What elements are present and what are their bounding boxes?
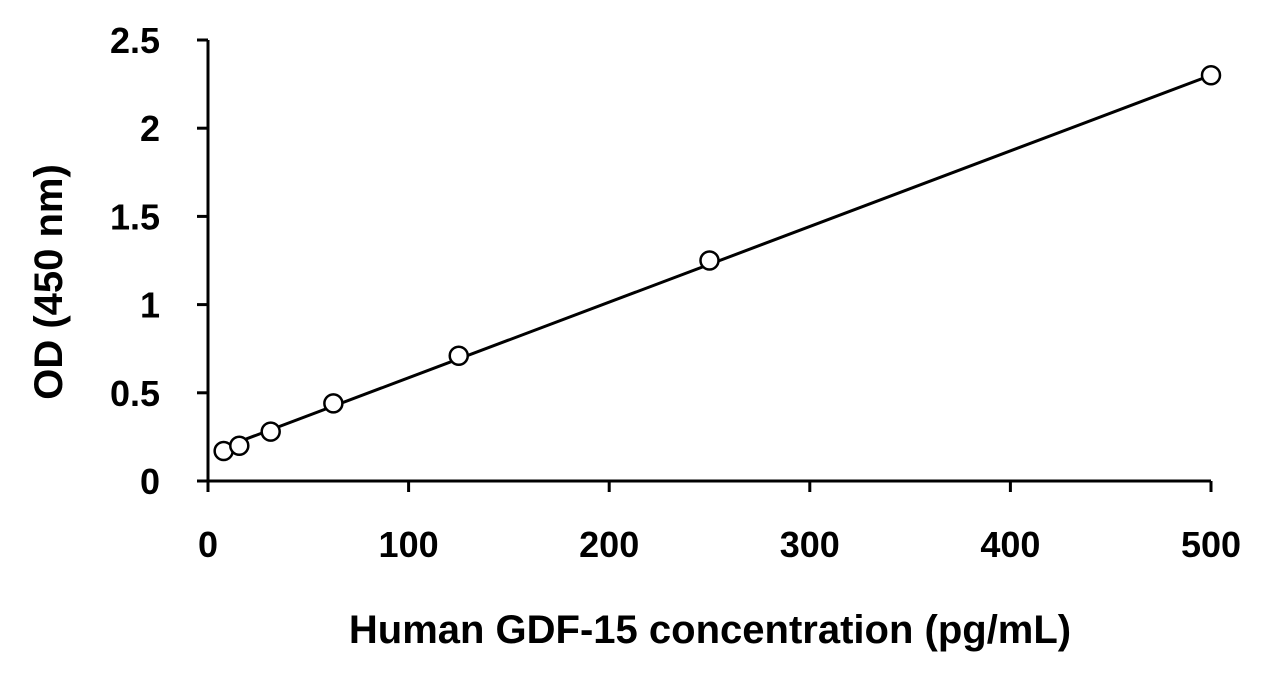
data-point [448,345,469,367]
data-points [213,65,1222,462]
y-tick-label: 0.5 [110,373,160,414]
y-tick-label: 1.5 [110,196,160,237]
y-axis-title: OD (450 nm) [27,164,71,400]
data-point [260,421,281,442]
y-tick-label: 1 [140,285,160,326]
x-tick-label: 0 [198,524,218,565]
y-tick-label: 2 [140,108,160,149]
x-axis-title: Human GDF-15 concentration (pg/mL) [349,608,1071,652]
x-tick-label: 100 [379,524,439,565]
data-point [229,435,250,456]
y-tick-label: 2.5 [110,20,160,61]
x-tick-label: 200 [579,524,639,565]
data-point [323,393,344,414]
x-tick-label: 400 [980,524,1040,565]
y-tick-label: 0 [140,461,160,502]
data-point [1200,65,1222,86]
data-point [699,250,720,271]
ticks: 0 0.5 1 1.5 2 2.5 0 100 200 300 400 500 [110,20,1241,565]
x-tick-label: 300 [780,524,840,565]
x-tick-label: 500 [1181,524,1241,565]
axes [197,40,1211,492]
